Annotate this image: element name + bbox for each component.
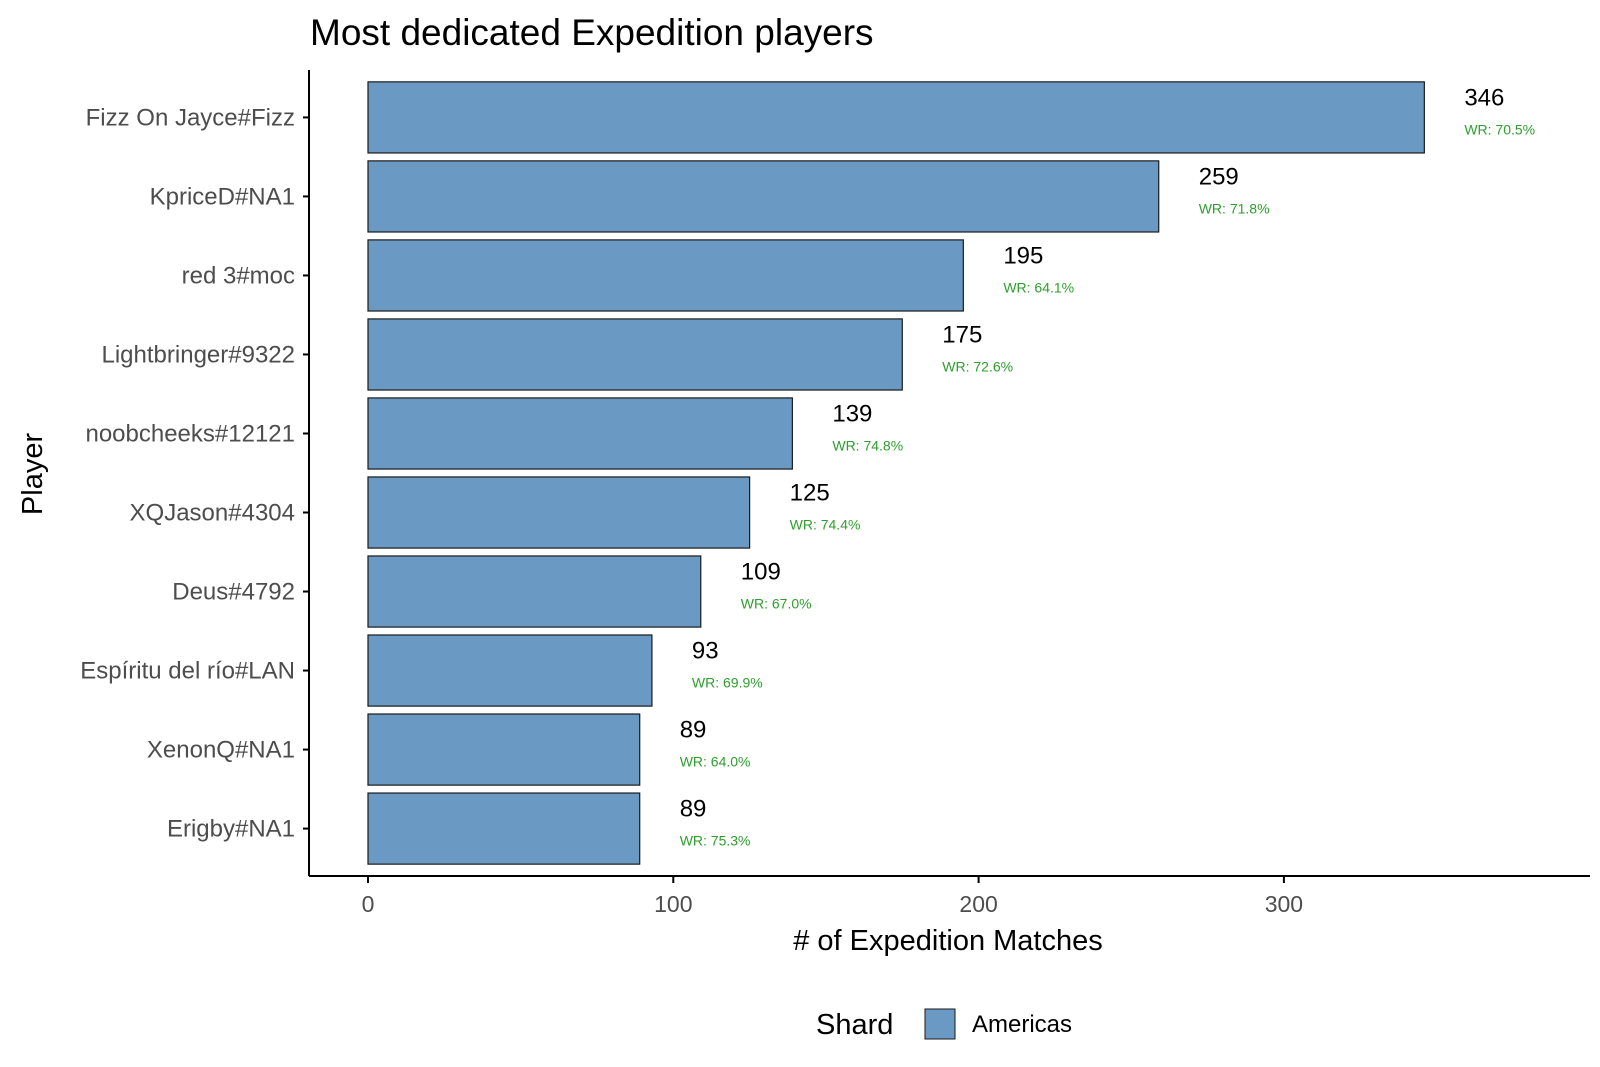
y-tick-label-3: red 3#moc bbox=[182, 262, 295, 289]
wr-label-10: WR: 75.3% bbox=[680, 833, 751, 849]
count-label-1: 346 bbox=[1464, 84, 1504, 111]
y-tick-label-9: XenonQ#NA1 bbox=[147, 737, 295, 764]
bars-layer: 346 WR: 70.5% 259 WR: 71.8% 195 WR: 64.1% 175 W… bbox=[367, 81, 1535, 865]
bar-9 bbox=[367, 713, 641, 786]
x-tick-label-2: 100 bbox=[654, 891, 692, 917]
wr-label-3: WR: 64.1% bbox=[1003, 279, 1074, 295]
legend: Shard Americas bbox=[816, 1008, 1072, 1041]
bar-5 bbox=[367, 397, 793, 470]
y-tick-label-7: Deus#4792 bbox=[172, 579, 295, 606]
y-tick-label-1: Fizz On Jayce#Fizz bbox=[86, 104, 295, 131]
y-axis-title: Player bbox=[17, 433, 49, 516]
count-label-5: 139 bbox=[832, 400, 872, 427]
count-label-9: 89 bbox=[680, 717, 707, 744]
y-tick-label-6: XQJason#4304 bbox=[130, 500, 295, 527]
count-label-2: 259 bbox=[1199, 163, 1239, 190]
y-tick-label-2: KpriceD#NA1 bbox=[150, 183, 295, 210]
x-tick-label-1: 0 bbox=[362, 891, 375, 917]
bar-4 bbox=[367, 318, 903, 391]
bar-10 bbox=[367, 792, 641, 865]
y-tick-label-10: Erigby#NA1 bbox=[167, 816, 295, 843]
chart-title: Most dedicated Expedition players bbox=[310, 12, 874, 53]
bar-3 bbox=[367, 239, 964, 312]
legend-title: Shard bbox=[816, 1009, 893, 1041]
x-tick-label-3: 200 bbox=[959, 891, 997, 917]
wr-label-6: WR: 74.4% bbox=[790, 517, 861, 533]
bar-1 bbox=[367, 81, 1425, 154]
bar-2 bbox=[367, 160, 1160, 233]
y-tick-label-4: Lightbringer#9322 bbox=[102, 341, 296, 368]
wr-label-9: WR: 64.0% bbox=[680, 754, 751, 770]
y-tick-label-8: Espíritu del río#LAN bbox=[80, 658, 295, 685]
axes-layer: Fizz On Jayce#Fizz KpriceD#NA1 red 3#moc Li… bbox=[80, 70, 1590, 917]
wr-label-4: WR: 72.6% bbox=[942, 358, 1013, 374]
wr-label-7: WR: 67.0% bbox=[741, 596, 812, 612]
legend-key-americas bbox=[924, 1008, 956, 1040]
wr-label-8: WR: 69.9% bbox=[692, 675, 763, 691]
y-tick-label-5: noobcheeks#12121 bbox=[85, 420, 295, 447]
x-axis-title: # of Expedition Matches bbox=[793, 925, 1103, 957]
count-label-10: 89 bbox=[680, 796, 707, 823]
count-label-8: 93 bbox=[692, 638, 719, 665]
bar-6 bbox=[367, 476, 751, 549]
wr-label-1: WR: 70.5% bbox=[1464, 121, 1535, 137]
count-label-3: 195 bbox=[1003, 242, 1043, 269]
wr-label-5: WR: 74.8% bbox=[832, 437, 903, 453]
bar-8 bbox=[367, 634, 653, 707]
count-label-4: 175 bbox=[942, 321, 982, 348]
legend-label-americas: Americas bbox=[972, 1011, 1072, 1038]
wr-label-2: WR: 71.8% bbox=[1199, 200, 1270, 216]
bar-7 bbox=[367, 555, 702, 628]
count-label-6: 125 bbox=[790, 480, 830, 507]
x-tick-label-4: 300 bbox=[1265, 891, 1303, 917]
count-label-7: 109 bbox=[741, 559, 781, 586]
